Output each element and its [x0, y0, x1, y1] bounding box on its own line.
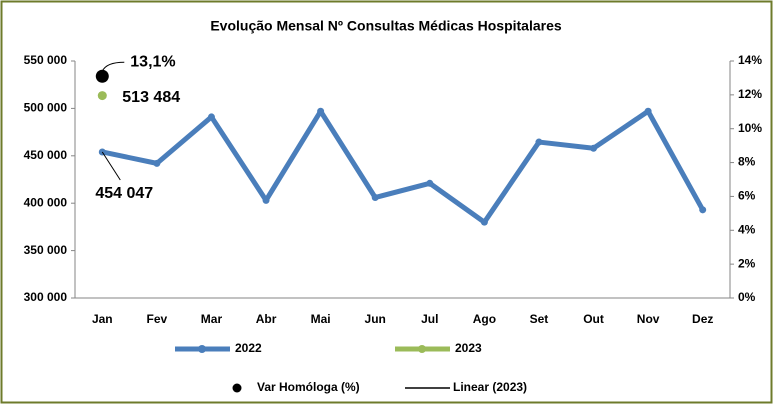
data-label: 513 484	[122, 89, 180, 106]
legend-swatch	[418, 345, 426, 353]
legend-label: Var Homóloga (%)	[257, 380, 360, 394]
y2-tick-label: 12%	[738, 87, 762, 101]
x-tick-label: Jan	[92, 312, 113, 326]
data-label: 13,1%	[130, 53, 175, 70]
data-point	[95, 69, 109, 83]
data-point	[480, 218, 488, 226]
y2-tick-label: 10%	[738, 121, 762, 135]
x-tick-label: Mai	[311, 312, 331, 326]
y2-tick-label: 0%	[738, 290, 756, 304]
y2-tick-label: 8%	[738, 155, 756, 169]
leader-line	[101, 151, 121, 181]
data-point	[590, 144, 598, 152]
x-tick-label: Fev	[147, 312, 168, 326]
chart-title: Evolução Mensal Nº Consultas Médicas Hos…	[210, 18, 562, 34]
y-tick-label: 500 000	[24, 101, 68, 115]
data-point	[153, 159, 161, 167]
legend-label: 2023	[455, 341, 482, 355]
data-point	[262, 196, 270, 204]
data-point	[371, 194, 379, 202]
x-tick-label: Ago	[473, 312, 496, 326]
y-tick-label: 300 000	[24, 290, 68, 304]
y2-tick-label: 4%	[738, 222, 756, 236]
series-line	[101, 108, 705, 225]
x-tick-label: Nov	[637, 312, 660, 326]
x-tick-label: Out	[583, 312, 604, 326]
data-label: 454 047	[95, 185, 153, 202]
x-tick-label: Abr	[256, 312, 277, 326]
leader-line	[101, 61, 125, 72]
y-tick-label: 350 000	[24, 243, 68, 257]
y-tick-label: 550 000	[24, 53, 68, 67]
data-point	[699, 206, 707, 214]
data-point	[644, 107, 652, 115]
y2-tick-label: 14%	[738, 53, 762, 67]
data-point	[535, 138, 543, 146]
data-point	[97, 91, 107, 101]
y-tick-label: 400 000	[24, 195, 68, 209]
x-tick-label: Dez	[692, 312, 713, 326]
y-tick-label: 450 000	[24, 148, 68, 162]
legend-swatch	[232, 383, 242, 393]
data-point	[207, 113, 215, 121]
legend-label: Linear (2023)	[453, 380, 527, 394]
x-tick-label: Set	[530, 312, 549, 326]
x-tick-label: Jun	[365, 312, 386, 326]
y2-tick-label: 2%	[738, 256, 756, 270]
x-tick-label: Mar	[201, 312, 223, 326]
y2-tick-label: 6%	[738, 189, 756, 203]
x-tick-label: Jul	[421, 312, 438, 326]
legend-swatch	[198, 345, 206, 353]
legend-label: 2022	[235, 341, 262, 355]
data-point	[317, 107, 325, 115]
data-point	[426, 179, 434, 187]
